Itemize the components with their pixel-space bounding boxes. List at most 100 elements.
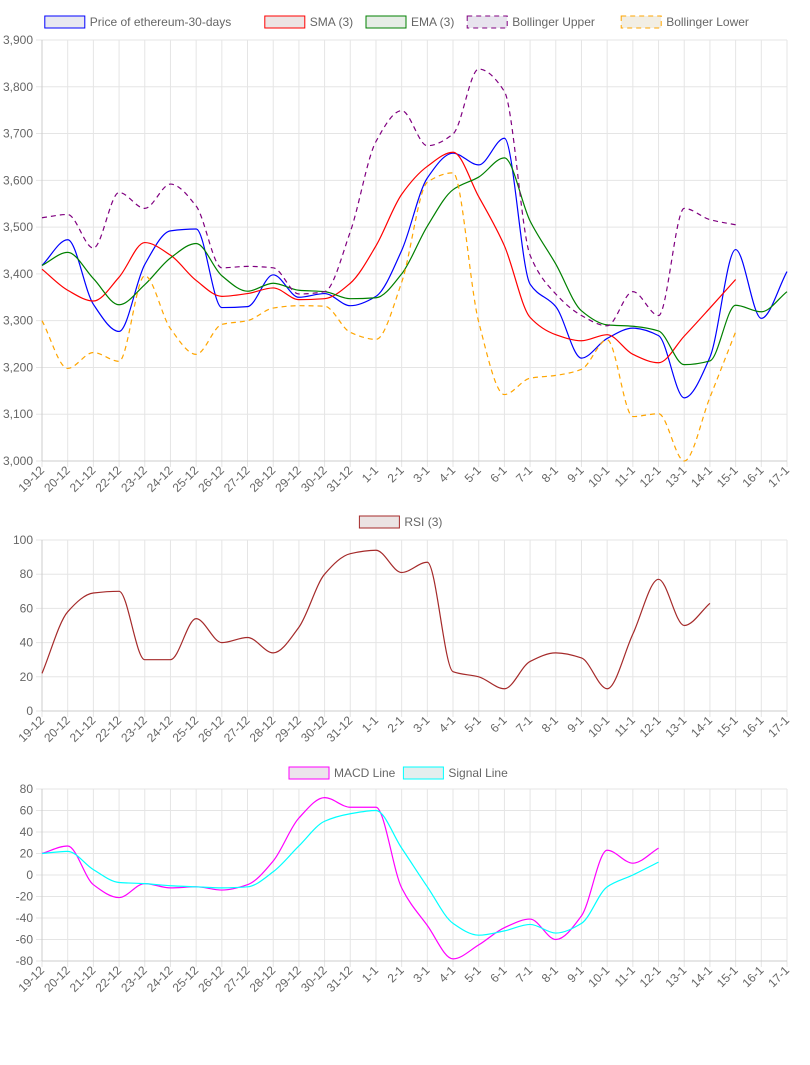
data-point[interactable] [90, 882, 96, 888]
data-point[interactable] [604, 337, 610, 343]
data-point[interactable] [167, 883, 173, 889]
data-point[interactable] [656, 576, 662, 582]
data-point[interactable] [707, 305, 713, 311]
legend-item[interactable]: EMA (3) [365, 15, 454, 29]
data-point[interactable] [424, 923, 430, 929]
data-point[interactable] [733, 277, 739, 283]
data-point[interactable] [322, 795, 328, 801]
data-point[interactable] [578, 313, 584, 319]
data-point[interactable] [142, 240, 148, 246]
data-point[interactable] [39, 318, 45, 324]
data-point[interactable] [142, 657, 148, 663]
data-point[interactable] [322, 303, 328, 309]
legend-item[interactable]: RSI (3) [358, 515, 442, 529]
data-point[interactable] [527, 314, 533, 320]
data-point[interactable] [270, 265, 276, 271]
data-point[interactable] [681, 333, 687, 339]
data-point[interactable] [656, 313, 662, 319]
data-point[interactable] [604, 884, 610, 890]
data-point[interactable] [65, 249, 71, 255]
data-point[interactable] [553, 291, 559, 297]
data-point[interactable] [296, 291, 302, 297]
data-point[interactable] [399, 191, 405, 197]
data-point[interactable] [296, 297, 302, 303]
data-point[interactable] [193, 277, 199, 283]
data-point[interactable] [296, 624, 302, 630]
data-point[interactable] [373, 808, 379, 814]
data-point[interactable] [347, 811, 353, 817]
data-point[interactable] [65, 609, 71, 615]
data-point[interactable] [476, 942, 482, 948]
data-point[interactable] [167, 228, 173, 234]
data-point[interactable] [527, 658, 533, 664]
data-point[interactable] [630, 323, 636, 329]
data-point[interactable] [578, 366, 584, 372]
data-point[interactable] [270, 272, 276, 278]
data-point[interactable] [450, 187, 456, 193]
data-point[interactable] [116, 588, 122, 594]
data-point[interactable] [347, 229, 353, 235]
data-point[interactable] [501, 88, 507, 94]
data-point[interactable] [424, 884, 430, 890]
data-point[interactable] [527, 921, 533, 927]
data-point[interactable] [450, 956, 456, 962]
data-point[interactable] [578, 355, 584, 361]
data-point[interactable] [758, 309, 764, 315]
data-point[interactable] [65, 211, 71, 217]
data-point[interactable] [733, 329, 739, 335]
legend-item[interactable]: Bollinger Lower [620, 15, 749, 29]
data-point[interactable] [630, 872, 636, 878]
data-point[interactable] [39, 215, 45, 221]
data-point[interactable] [142, 273, 148, 279]
data-point[interactable] [553, 332, 559, 338]
data-point[interactable] [142, 262, 148, 268]
legend-item[interactable]: Signal Line [402, 766, 508, 780]
data-point[interactable] [270, 858, 276, 864]
data-point[interactable] [630, 631, 636, 637]
data-point[interactable] [373, 336, 379, 342]
data-point[interactable] [707, 358, 713, 364]
data-point[interactable] [630, 860, 636, 866]
data-point[interactable] [65, 237, 71, 243]
data-point[interactable] [501, 135, 507, 141]
data-point[interactable] [399, 845, 405, 851]
data-point[interactable] [116, 328, 122, 334]
data-point[interactable] [219, 885, 225, 891]
data-point[interactable] [270, 869, 276, 875]
data-point[interactable] [399, 108, 405, 114]
data-point[interactable] [167, 255, 173, 261]
data-point[interactable] [193, 203, 199, 209]
data-point[interactable] [322, 818, 328, 824]
data-point[interactable] [116, 189, 122, 195]
data-point[interactable] [604, 323, 610, 329]
data-point[interactable] [65, 365, 71, 371]
data-point[interactable] [681, 623, 687, 629]
data-point[interactable] [707, 217, 713, 223]
data-point[interactable] [219, 640, 225, 646]
data-point[interactable] [90, 867, 96, 873]
data-point[interactable] [347, 280, 353, 286]
legend-item[interactable]: Bollinger Upper [466, 15, 595, 29]
data-point[interactable] [219, 293, 225, 299]
data-point[interactable] [142, 881, 148, 887]
data-point[interactable] [578, 913, 584, 919]
data-point[interactable] [399, 885, 405, 891]
data-point[interactable] [245, 304, 251, 310]
data-point[interactable] [322, 296, 328, 302]
data-point[interactable] [373, 295, 379, 301]
data-point[interactable] [167, 326, 173, 332]
data-point[interactable] [733, 222, 739, 228]
data-point[interactable] [39, 262, 45, 268]
data-point[interactable] [322, 289, 328, 295]
data-point[interactable] [373, 547, 379, 553]
data-point[interactable] [656, 845, 662, 851]
data-point[interactable] [39, 670, 45, 676]
data-point[interactable] [90, 590, 96, 596]
data-point[interactable] [553, 304, 559, 310]
data-point[interactable] [245, 634, 251, 640]
data-point[interactable] [219, 273, 225, 279]
data-point[interactable] [476, 319, 482, 325]
data-point[interactable] [116, 302, 122, 308]
data-point[interactable] [527, 916, 533, 922]
data-point[interactable] [347, 296, 353, 302]
